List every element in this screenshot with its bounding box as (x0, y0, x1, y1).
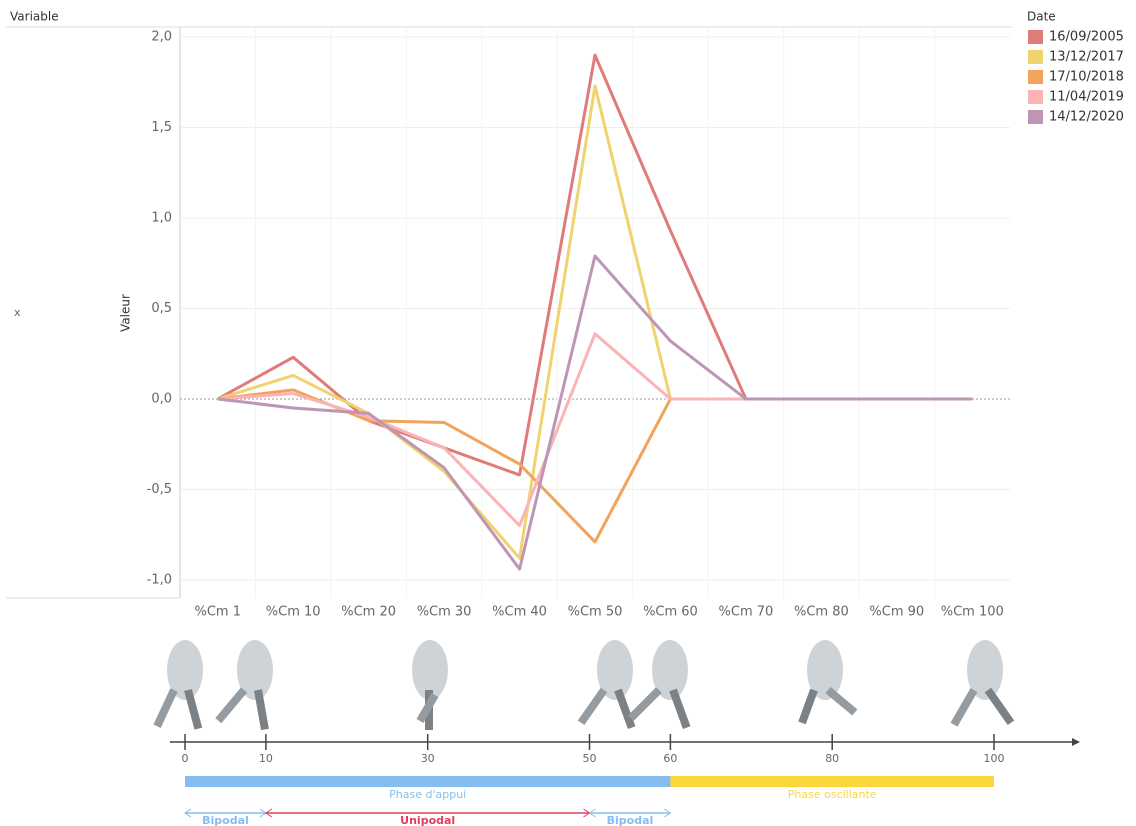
row-label: x (14, 306, 21, 319)
y-tick-label: 0,0 (151, 391, 172, 406)
gait-tick-label: 60 (663, 752, 677, 765)
gait-tick-label: 10 (259, 752, 273, 765)
x-tick-label: %Cm 70 (719, 605, 774, 620)
y-tick-label: -0,5 (147, 482, 172, 497)
x-tick-label: %Cm 1 (194, 605, 241, 620)
legend-label: 16/09/2005 (1049, 30, 1124, 45)
x-tick-label: %Cm 100 (941, 605, 1004, 620)
legend-label: 17/10/2018 (1049, 70, 1124, 85)
legend-swatch (1028, 50, 1043, 64)
support-label: Bipodal (202, 814, 249, 826)
gait-tick-label: 50 (583, 752, 597, 765)
x-tick-label: %Cm 50 (568, 605, 623, 620)
legend-swatch (1028, 70, 1043, 84)
gait-tick-label: 30 (421, 752, 435, 765)
phase-label: Phase d'appui (389, 788, 466, 801)
y-tick-label: -1,0 (147, 572, 172, 587)
legend-swatch (1028, 110, 1043, 124)
x-tick-label: %Cm 40 (492, 605, 547, 620)
legend-label: 11/04/2019 (1049, 90, 1124, 105)
x-tick-label: %Cm 90 (869, 605, 924, 620)
phase-bar (185, 776, 671, 787)
x-tick-label: %Cm 10 (266, 605, 321, 620)
legend-title: Date (1027, 10, 1056, 24)
y-tick-label: 2,0 (151, 30, 172, 45)
gait-tick-label: 100 (984, 752, 1005, 765)
gait-figures (153, 640, 1015, 731)
gait-tick-label: 80 (825, 752, 839, 765)
x-tick-label: %Cm 80 (794, 605, 849, 620)
gait-tick-label: 0 (182, 752, 189, 765)
x-tick-label: %Cm 60 (643, 605, 698, 620)
support-label: Unipodal (400, 814, 455, 826)
y-tick-label: 1,5 (151, 120, 172, 135)
y-axis-title: Valeur (119, 294, 133, 332)
y-tick-label: 1,0 (151, 211, 172, 226)
phase-bar (670, 776, 994, 787)
series-line (217, 254, 973, 571)
legend-swatch (1028, 90, 1043, 104)
legend-label: 13/12/2017 (1049, 50, 1124, 65)
y-tick-label: 0,5 (151, 301, 172, 316)
support-arrow (588, 808, 672, 818)
x-tick-label: %Cm 20 (341, 605, 396, 620)
support-label: Bipodal (607, 814, 654, 826)
gait-arrow (1072, 738, 1080, 746)
legend-swatch (1028, 30, 1043, 44)
x-tick-label: %Cm 30 (417, 605, 472, 620)
legend-label: 14/12/2020 (1049, 110, 1124, 125)
phase-label: Phase oscillante (788, 788, 877, 801)
row-header: Variable (10, 10, 59, 24)
